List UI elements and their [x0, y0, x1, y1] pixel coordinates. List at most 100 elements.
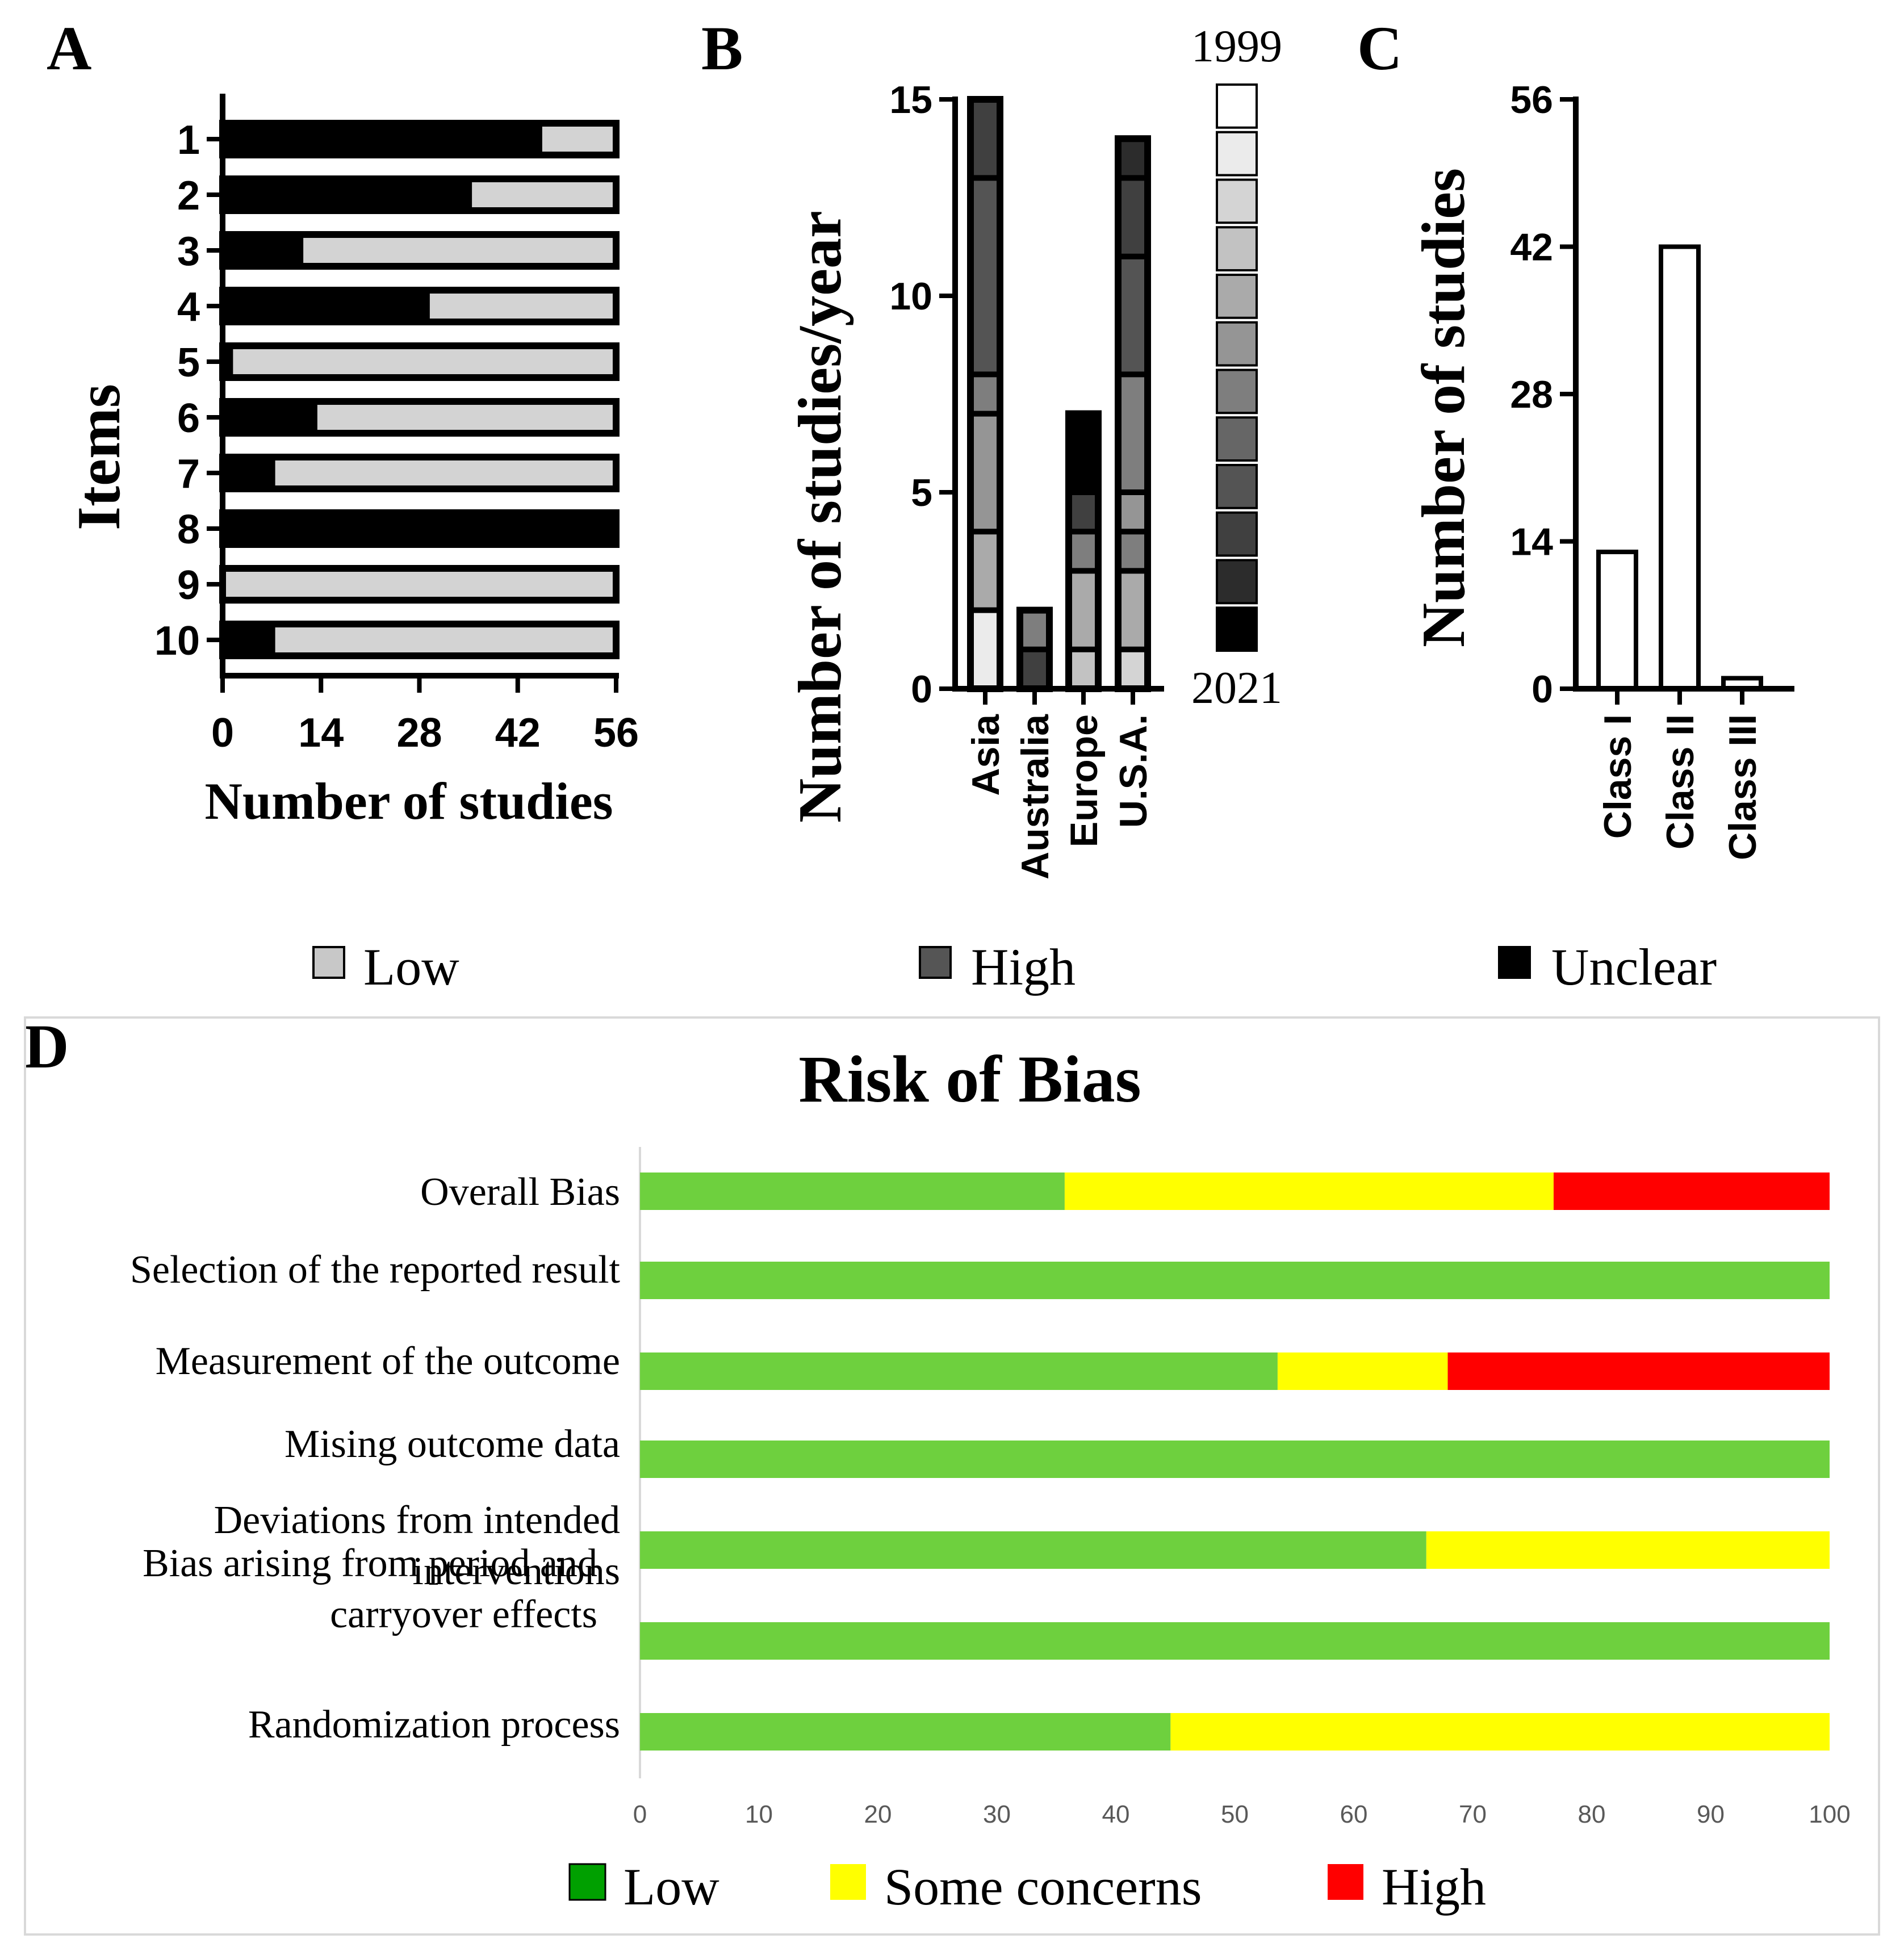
- panel-d-title: Risk of Bias: [798, 1042, 1141, 1116]
- panel-d-bar-1-low: [640, 1172, 1065, 1210]
- panel-d-category-label: Deviations from intended: [214, 1498, 620, 1542]
- panel-b-y-axis-title: Number of studies/year: [786, 211, 854, 823]
- panel-a-bar-2-unclear: [219, 175, 472, 214]
- panel-c-chart: Number of studies Class I Class II Class I…: [1410, 78, 1794, 860]
- legend-d-high-label: High: [1382, 1858, 1486, 1916]
- year-scale-swatch: [1216, 511, 1258, 557]
- panel-a-x-tick-label: 14: [298, 710, 344, 756]
- panel-d-category-label: Randomization process: [248, 1703, 620, 1747]
- panel-c-x-tick-label: Class II: [1659, 714, 1702, 849]
- panel-d-x-tick-label: 50: [1221, 1800, 1249, 1828]
- panel-d-x-tick-label: 40: [1102, 1800, 1130, 1828]
- panel-label-d: D: [24, 1012, 69, 1081]
- year-scale-swatch: [1216, 559, 1258, 605]
- panel-d-bar-1-high: [1553, 1172, 1830, 1210]
- panel-a-y-axis-title: Items: [65, 384, 133, 530]
- panel-a-y-tick-label: 5: [177, 340, 200, 386]
- panel-a-x-axis-title: Number of studies: [204, 772, 613, 830]
- panel-b-bar-asia-segment: [970, 413, 1000, 532]
- panel-b-y-tick-label: 0: [911, 668, 932, 711]
- panel-d-bar-2-low: [640, 1262, 1830, 1299]
- panel-b-bar-europe-segment: [1069, 571, 1098, 650]
- panel-a-x-tick-label: 56: [593, 710, 639, 756]
- panel-a-x-tick-label: 0: [211, 710, 234, 756]
- panel-b-bar-asia-segment: [970, 178, 1000, 375]
- panel-d-bar-6-low: [640, 1622, 1830, 1660]
- panel-b-bar-u.s.a.-segment: [1118, 571, 1148, 650]
- panel-b-y-tick-label: 15: [889, 78, 932, 122]
- panel-a-bar-10-unclear: [219, 621, 275, 659]
- panel-d-x-tick-label: 20: [864, 1800, 892, 1828]
- panel-d-bar-5-some-concerns: [1426, 1531, 1830, 1569]
- panel-d-x-tick-label: 80: [1578, 1800, 1606, 1828]
- panel-d-category-label: Overall Bias: [420, 1170, 620, 1214]
- panel-d-category-label: Mising outcome data: [284, 1422, 620, 1466]
- panel-b-bar-australia-segment: [1020, 649, 1049, 689]
- year-scale-swatch: [1216, 226, 1258, 271]
- panel-a-y-tick-label: 10: [154, 618, 200, 664]
- panel-b-x-tick-label: Asia: [964, 714, 1007, 796]
- panel-b-bar-u.s.a.-segment: [1118, 178, 1148, 257]
- panel-a-bar-7-unclear: [219, 454, 275, 492]
- panel-c-x-tick-label: Class I: [1596, 714, 1639, 839]
- panel-d-bar-1-some-concerns: [1064, 1172, 1554, 1210]
- panel-b-y-tick-label: 10: [889, 275, 932, 318]
- panel-a-bar-9-low: [219, 565, 620, 604]
- panel-b-bar-europe-segment: [1069, 649, 1098, 689]
- year-scale-swatch: [1216, 416, 1258, 462]
- panel-a-y-tick-label: 6: [177, 396, 200, 441]
- year-scale-swatch: [1216, 131, 1258, 177]
- panel-b-chart: Number of studies/year 1999 2021 Asia Aus…: [786, 22, 1282, 880]
- panel-b-x-tick-label: Australia: [1014, 714, 1057, 880]
- year-scale-swatch: [1216, 178, 1258, 224]
- panel-d-category-label: interventions: [413, 1550, 620, 1593]
- panel-d-bar-5-low: [640, 1531, 1426, 1569]
- panel-b-bar-u.s.a.-segment: [1118, 256, 1148, 375]
- panel-a-y-tick-label: 1: [177, 118, 200, 163]
- panel-d-bar-3-high: [1447, 1352, 1830, 1390]
- year-scale-swatch: [1216, 321, 1258, 367]
- panel-d-frame: [24, 1016, 1880, 1936]
- panel-a-bar-4-low: [422, 287, 620, 325]
- panel-b-bar-u.s.a.-segment: [1118, 139, 1148, 178]
- panel-d-category-label: Bias arising from period and: [143, 1542, 597, 1585]
- panel-c-y-axis-title: Number of studies: [1410, 168, 1478, 647]
- panel-a-y-tick-label: 2: [177, 173, 200, 219]
- panel-label-a: A: [47, 14, 91, 83]
- panel-b-bar-asia-segment: [970, 99, 1000, 178]
- panel-label-c: C: [1357, 14, 1402, 83]
- panel-c-y-tick-label: 56: [1510, 78, 1553, 122]
- legend-unclear-label: Unclear: [1551, 938, 1717, 996]
- panel-d-x-tick-label: 60: [1340, 1800, 1368, 1828]
- year-scale-start: 1999: [1191, 22, 1282, 72]
- panel-b-bar-u.s.a.-segment: [1118, 649, 1148, 689]
- legend-low-label: Low: [363, 938, 459, 996]
- year-scale-swatch: [1216, 83, 1258, 129]
- panel-a-bar-3-low: [296, 231, 620, 270]
- legend-d-some-label: Some concerns: [884, 1858, 1202, 1916]
- panel-d-bar-3-some-concerns: [1277, 1352, 1448, 1390]
- panel-d-category-label: Measurement of the outcome: [156, 1339, 620, 1383]
- year-scale-swatch: [1216, 464, 1258, 509]
- year-scale-end: 2021: [1191, 663, 1282, 713]
- panel-c-bar-class-ii: [1659, 244, 1701, 691]
- panel-c-x-tick-label: Class III: [1721, 714, 1764, 860]
- panel-a-bar-4-unclear: [219, 287, 430, 325]
- panel-a-y-tick-label: 9: [177, 563, 200, 608]
- panel-d-bar-7-some-concerns: [1170, 1713, 1830, 1751]
- panel-b-bar-australia-segment: [1020, 610, 1049, 650]
- panel-label-b: B: [701, 14, 743, 83]
- legend-d-low-label: Low: [623, 1858, 719, 1916]
- legend-d-some-swatch: [830, 1864, 866, 1900]
- panel-d-x-tick-label: 90: [1697, 1800, 1725, 1828]
- panel-a-x-tick-label: 28: [396, 710, 442, 756]
- panel-a-bar-1-low: [535, 120, 620, 158]
- panel-a-y-tick-label: 7: [177, 451, 200, 497]
- legend-top: Low High Unclear: [312, 938, 1717, 996]
- panel-a-bar-10-low: [268, 621, 620, 659]
- legend-high-swatch: [919, 946, 952, 979]
- panel-a-bar-1-unclear: [219, 120, 542, 158]
- panel-b-x-tick-label: Europe: [1062, 714, 1106, 847]
- panel-b-x-tick-label: U.S.A.: [1112, 714, 1155, 828]
